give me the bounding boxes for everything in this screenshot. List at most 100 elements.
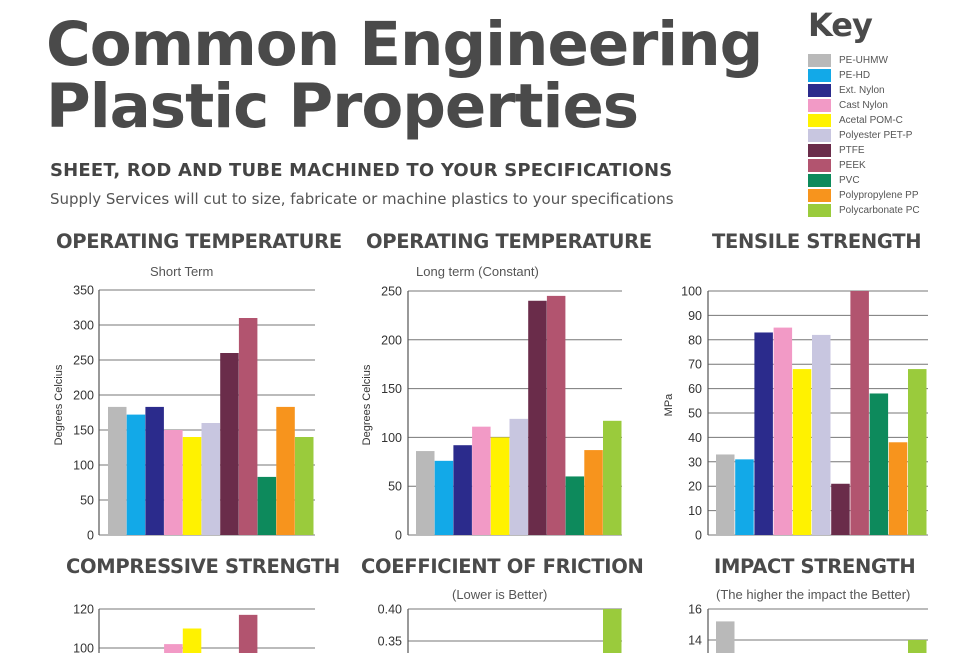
page-title-line-2: Plastic Properties [46, 71, 639, 142]
key-label: Acetal POM-C [839, 114, 903, 126]
y-tick-label: 0 [695, 529, 702, 543]
y-tick-label: 20 [688, 480, 702, 494]
key-swatch [808, 83, 831, 97]
y-axis-label: Degrees Celcius [53, 364, 65, 445]
bar-pe-hd [126, 414, 146, 535]
key-item: Polyester PET-P [808, 128, 912, 142]
bar-polyester-pet-p [201, 423, 220, 535]
key-swatch [808, 98, 831, 112]
bar-polycarbonate-pc [603, 420, 622, 535]
chart-subtitle: Long term (Constant) [416, 264, 539, 279]
key-swatch [808, 203, 831, 217]
y-tick-label: 50 [688, 407, 702, 421]
y-tick-label: 0.35 [378, 635, 402, 649]
key-label: PE-HD [839, 69, 871, 81]
bar-pe-hd [434, 460, 454, 535]
chart-title: OPERATING TEMPERATURE [56, 230, 342, 253]
bar-pe-uhmw [716, 454, 735, 535]
bar-ptfe [528, 300, 547, 535]
bar-polyester-pet-p [812, 334, 831, 535]
y-tick-label: 100 [73, 459, 94, 473]
key-label: Polyester PET-P [839, 129, 913, 141]
y-tick-label: 250 [381, 285, 402, 299]
bar-polyester-pet-p [509, 418, 528, 535]
key-swatch [808, 143, 831, 157]
bar-cast-nylon [164, 430, 183, 535]
key-label: PTFE [839, 144, 865, 156]
key-item: Ext. Nylon [808, 83, 885, 97]
bar-peek [238, 614, 258, 653]
y-tick-label: 0 [87, 529, 94, 543]
bar-ptfe [220, 353, 239, 535]
bar-cast-nylon [472, 426, 491, 535]
key-title: Key [808, 6, 873, 44]
y-tick-label: 80 [688, 333, 702, 347]
key-swatch [808, 128, 831, 142]
y-tick-label: 16 [688, 603, 702, 617]
key-label: Polypropylene PP [839, 189, 919, 201]
chart-title: OPERATING TEMPERATURE [366, 230, 652, 253]
key-item: PE-HD [808, 68, 870, 82]
y-tick-label: 0.40 [378, 603, 402, 617]
y-axis-label: Degrees Celcius [361, 364, 373, 445]
bar-ptfe [831, 483, 850, 535]
key-swatch [808, 158, 831, 172]
bar-peek [546, 295, 566, 535]
key-label: Polycarbonate PC [839, 204, 920, 216]
key-item: Cast Nylon [808, 98, 888, 112]
bar-polycarbonate-pc [908, 640, 927, 653]
y-tick-label: 90 [688, 309, 702, 323]
key-swatch [808, 113, 831, 127]
y-tick-label: 0 [395, 529, 402, 543]
key-item: Acetal POM-C [808, 113, 903, 127]
key-swatch [808, 173, 831, 187]
bar-polypropylene-pp [276, 406, 295, 535]
y-tick-label: 150 [381, 382, 402, 396]
bar-pe-hd [735, 459, 754, 535]
key-label: PE-UHMW [839, 54, 888, 66]
key-item: PVC [808, 173, 860, 187]
bar-pe-uhmw [716, 621, 735, 653]
y-tick-label: 10 [688, 504, 702, 518]
y-tick-label: 30 [688, 455, 702, 469]
y-tick-label: 100 [73, 642, 94, 653]
bar-acetal-pom-c [792, 369, 812, 535]
key-item: PEEK [808, 158, 866, 172]
key-label: PVC [839, 174, 860, 186]
y-tick-label: 70 [688, 358, 702, 372]
bar-pe-uhmw [416, 451, 435, 535]
bar-pvc [565, 476, 585, 535]
y-tick-label: 200 [73, 389, 94, 403]
bar-acetal-pom-c [182, 437, 202, 535]
chart-title: IMPACT STRENGTH [714, 555, 916, 578]
chart-title: COMPRESSIVE STRENGTH [66, 555, 340, 578]
chart-subtitle: (Lower is Better) [452, 587, 548, 602]
chart-title: TENSILE STRENGTH [712, 230, 922, 253]
chart-title: COEFFICIENT OF FRICTION [361, 555, 644, 578]
y-tick-label: 200 [381, 333, 402, 347]
key-item: PE-UHMW [808, 53, 888, 67]
page-tagline: Supply Services will cut to size, fabric… [50, 190, 674, 208]
bar-ext-nylon [754, 332, 773, 535]
y-tick-label: 100 [381, 431, 402, 445]
page-title: Common Engineering Plastic Properties [46, 9, 763, 142]
bar-peek [238, 318, 258, 535]
key-label: PEEK [839, 159, 866, 171]
y-tick-label: 14 [688, 634, 702, 648]
y-axis-label: MPa [663, 393, 675, 417]
y-tick-label: 120 [73, 603, 94, 617]
key-label: Cast Nylon [839, 99, 888, 111]
bar-cast-nylon [164, 644, 183, 653]
y-tick-label: 50 [388, 480, 402, 494]
y-tick-label: 50 [80, 494, 94, 508]
y-tick-label: 150 [73, 424, 94, 438]
y-tick-label: 60 [688, 382, 702, 396]
bar-pvc [869, 393, 889, 535]
y-tick-label: 350 [73, 284, 94, 298]
y-tick-label: 40 [688, 431, 702, 445]
page-title-line-1: Common Engineering [46, 9, 763, 80]
y-tick-label: 300 [73, 319, 94, 333]
bar-polypropylene-pp [584, 450, 603, 535]
key-swatch [808, 53, 831, 67]
